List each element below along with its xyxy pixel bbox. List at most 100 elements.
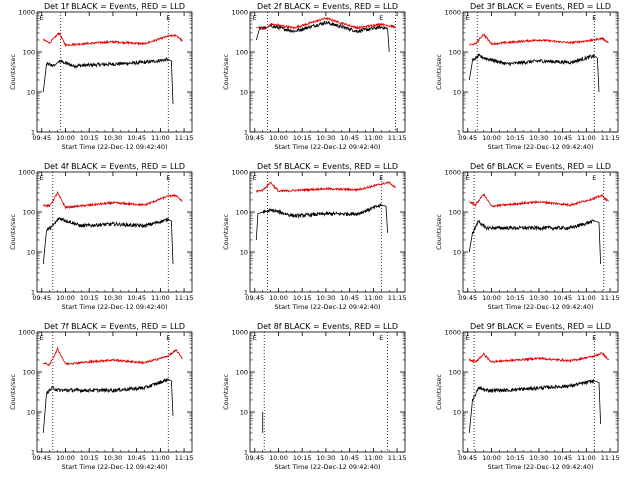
y-tick-label: 1000	[18, 329, 35, 337]
y-tick-label: 100	[23, 209, 35, 217]
chart-title: Det 5f BLACK = Events, RED = LLD	[257, 162, 398, 171]
x-tick-label: 10:00	[269, 454, 288, 462]
lld-series-line	[43, 190, 183, 210]
x-axis-label: Start Time (22-Dec-12 09:42:40)	[487, 143, 593, 151]
y-tick-label: 100	[236, 49, 248, 57]
x-tick-label: 11:00	[364, 294, 383, 302]
x-tick-label: 11:00	[151, 454, 170, 462]
chart-title: Det 6f BLACK = Events, RED = LLD	[470, 162, 611, 171]
lld-series-line	[469, 33, 609, 46]
x-tick-label: 11:15	[175, 454, 194, 462]
x-tick-label: 10:15	[506, 294, 525, 302]
y-tick-label: 1000	[444, 9, 461, 17]
x-tick-label: 10:45	[340, 134, 359, 142]
chart-panel-6: Det 6f BLACK = Events, RED = LLD 1 10 100 10…	[435, 162, 619, 311]
x-tick-label: 10:00	[56, 454, 75, 462]
x-axis-label: Start Time (22-Dec-12 09:42:40)	[274, 303, 380, 311]
x-tick-label: 10:15	[293, 294, 312, 302]
y-tick-label: 1000	[444, 169, 461, 177]
x-tick-label: 10:45	[127, 294, 146, 302]
x-tick-label: 10:30	[104, 454, 123, 462]
events-series-line	[42, 378, 174, 433]
x-tick-label: 10:30	[317, 294, 336, 302]
y-tick-label: 10	[240, 89, 248, 97]
x-tick-label: 09:45	[32, 454, 51, 462]
y-axis-label: Counts/sec	[9, 374, 17, 410]
y-axis-label: Counts/sec	[9, 54, 17, 90]
edge-marker: E	[40, 334, 44, 342]
y-tick-label: 10	[453, 409, 461, 417]
x-tick-label: 11:00	[577, 294, 596, 302]
lld-series-line	[255, 181, 396, 194]
x-tick-label: 09:45	[458, 294, 477, 302]
x-tick-label: 11:15	[601, 134, 620, 142]
x-axis-label: Start Time (22-Dec-12 09:42:40)	[487, 463, 593, 471]
edge-marker: E	[253, 334, 257, 342]
chart-panel-5: Det 5f BLACK = Events, RED = LLD 1 10 100 10…	[222, 162, 406, 311]
x-tick-label: 10:45	[553, 134, 572, 142]
edge-marker: E	[379, 14, 383, 22]
y-tick-label: 1	[457, 449, 461, 457]
x-tick-label: 10:30	[317, 454, 336, 462]
y-tick-label: 1000	[444, 329, 461, 337]
edge-marker: E	[466, 14, 470, 22]
y-axis-label: Counts/sec	[9, 214, 17, 250]
x-tick-label: 10:15	[293, 454, 312, 462]
edge-marker: E	[166, 14, 170, 22]
x-axis-label: Start Time (22-Dec-12 09:42:40)	[274, 463, 380, 471]
lld-series-line	[256, 17, 396, 31]
x-tick-label: 11:15	[388, 134, 407, 142]
edge-marker: E	[592, 334, 596, 342]
chart-title: Det 7f BLACK = Events, RED = LLD	[44, 322, 185, 331]
events-series-line	[468, 219, 601, 265]
y-tick-label: 10	[27, 409, 35, 417]
y-tick-label: 10	[27, 89, 35, 97]
x-tick-label: 10:45	[127, 454, 146, 462]
plot-frame	[249, 331, 406, 453]
x-tick-label: 11:00	[151, 294, 170, 302]
x-tick-label: 10:15	[80, 294, 99, 302]
x-tick-label: 10:00	[482, 454, 501, 462]
x-axis-label: Start Time (22-Dec-12 09:42:40)	[274, 143, 380, 151]
y-axis-label: Counts/sec	[222, 214, 230, 250]
y-tick-label: 1000	[231, 329, 248, 337]
y-tick-label: 1000	[231, 9, 248, 17]
plot-frame	[249, 171, 406, 293]
edge-marker: E	[166, 334, 170, 342]
x-tick-label: 11:15	[175, 134, 194, 142]
x-tick-label: 11:00	[364, 134, 383, 142]
y-tick-label: 10	[453, 249, 461, 257]
y-tick-label: 1	[244, 449, 248, 457]
y-axis-label: Counts/sec	[435, 374, 443, 410]
y-tick-label: 1	[457, 289, 461, 297]
x-tick-label: 10:15	[506, 134, 525, 142]
y-tick-label: 100	[236, 209, 248, 217]
x-tick-label: 10:45	[127, 134, 146, 142]
chart-title: Det 4f BLACK = Events, RED = LLD	[44, 162, 185, 171]
x-tick-label: 11:00	[577, 454, 596, 462]
x-tick-label: 10:15	[80, 454, 99, 462]
chart-panel-4: Det 4f BLACK = Events, RED = LLD 1 10 100 10…	[9, 162, 193, 311]
y-tick-label: 1	[31, 129, 35, 137]
x-tick-label: 11:15	[388, 294, 407, 302]
chart-panel-1: Det 1f BLACK = Events, RED = LLD 1 10 100 10…	[9, 2, 193, 151]
x-tick-label: 09:45	[32, 294, 51, 302]
x-axis-label: Start Time (22-Dec-12 09:42:40)	[61, 303, 167, 311]
x-tick-label: 10:30	[104, 134, 123, 142]
chart-panel-8: Det 8f BLACK = Events, RED = LLD 1 10 100 10…	[222, 322, 406, 471]
x-tick-label: 10:30	[104, 294, 123, 302]
edge-marker: E	[592, 174, 596, 182]
plot-frame	[462, 11, 619, 133]
x-tick-label: 11:15	[175, 294, 194, 302]
y-tick-label: 1	[244, 289, 248, 297]
plot-frame	[462, 171, 619, 293]
edge-marker: E	[253, 14, 257, 22]
x-tick-label: 09:45	[458, 454, 477, 462]
edge-marker: E	[466, 334, 470, 342]
x-tick-label: 10:15	[506, 454, 525, 462]
events-series-line	[468, 53, 600, 93]
y-tick-label: 10	[27, 249, 35, 257]
y-axis-label: Counts/sec	[222, 54, 230, 90]
